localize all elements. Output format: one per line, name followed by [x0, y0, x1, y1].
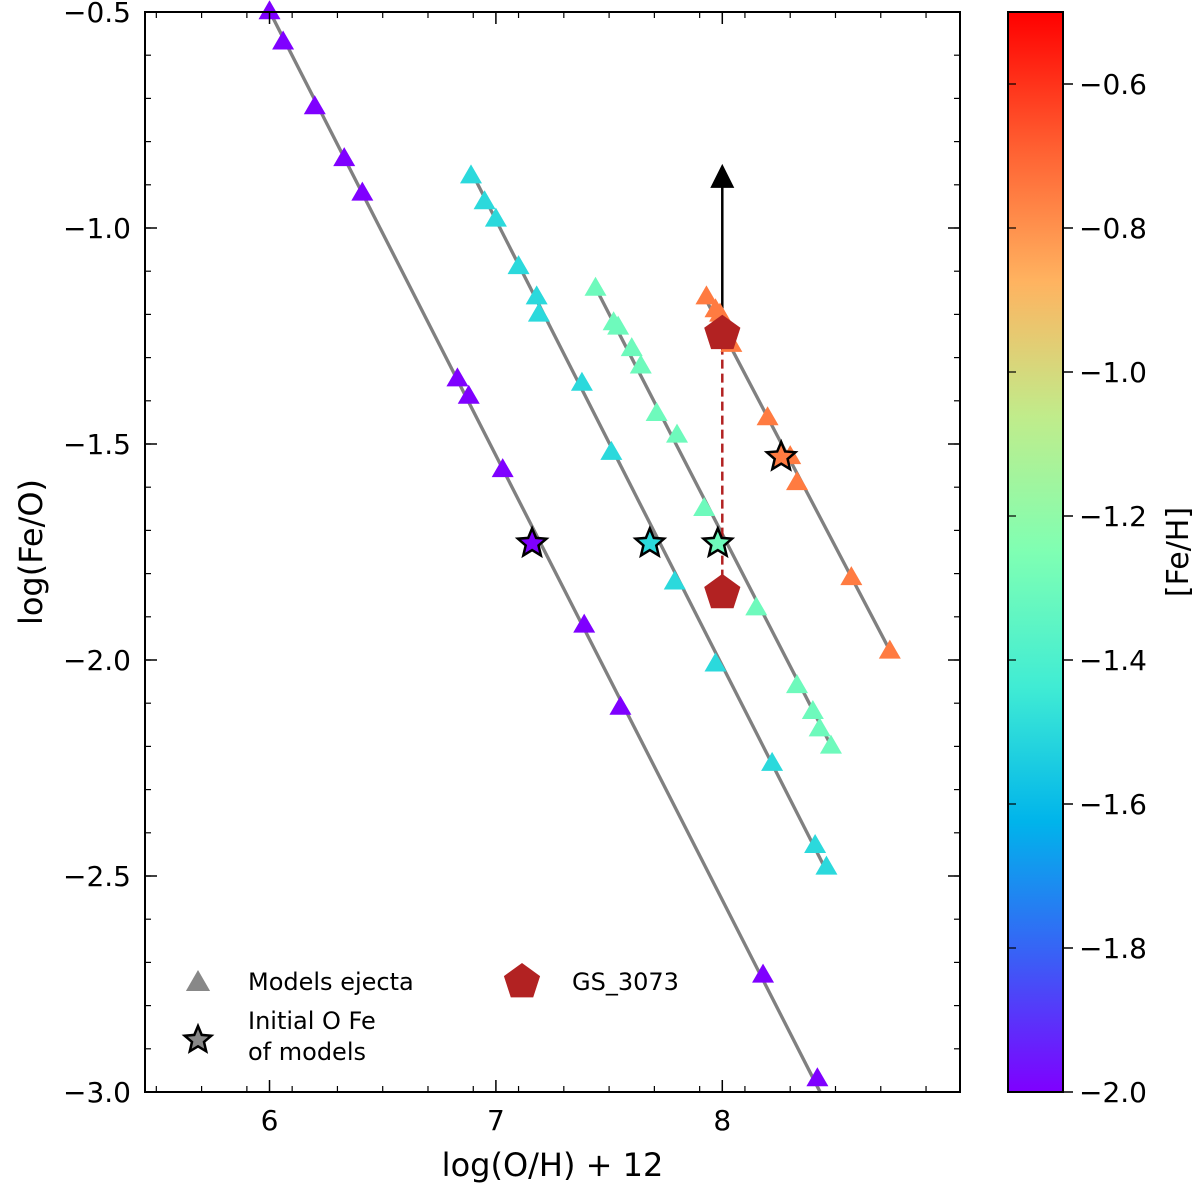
x-axis-label: log(O/H) + 12 — [442, 1146, 664, 1184]
colorbar-tick-label: −1.2 — [1079, 500, 1147, 533]
model-line-3 — [594, 287, 833, 747]
colorbar-tick-label: −1.4 — [1079, 644, 1147, 677]
plot-frame — [144, 11, 961, 1093]
ejecta-point — [527, 302, 550, 322]
ejecta-point — [878, 639, 901, 659]
colorbar-tick-label: −1.6 — [1079, 788, 1147, 821]
colorbar-tick-label: −2.0 — [1079, 1076, 1147, 1109]
ejecta-point — [584, 276, 607, 296]
y-tick-label: −1.0 — [63, 212, 131, 245]
legend-ejecta-marker — [185, 970, 211, 991]
x-tick-label: 8 — [713, 1104, 731, 1137]
ejecta-point — [815, 855, 838, 875]
ejecta-point — [806, 1067, 829, 1087]
ejecta-point — [573, 613, 596, 633]
model-line-2-b — [471, 171, 827, 868]
gs3073-lower — [704, 573, 741, 609]
initial-star-2 — [632, 525, 668, 559]
y-tick-label: −1.5 — [63, 428, 131, 461]
ejecta-point — [819, 734, 842, 754]
colorbar-tick-label: −0.6 — [1079, 68, 1147, 101]
colorbar-tick-label: −0.8 — [1079, 212, 1147, 245]
ejecta-point — [460, 164, 482, 184]
ejecta-point — [745, 596, 768, 616]
ejecta-point — [629, 354, 652, 374]
colorbar-label: [Fe/H] — [1161, 507, 1196, 597]
initial-star-4 — [763, 438, 799, 472]
legend-initial-label-2: of models — [248, 1038, 366, 1066]
legend-ejecta-label: Models ejecta — [248, 968, 414, 996]
y-tick-label: −2.5 — [63, 860, 131, 893]
ejecta-point — [272, 30, 295, 50]
model-line-1-b — [270, 11, 822, 1093]
legend-gs-marker — [503, 963, 541, 998]
ejecta-point — [752, 963, 775, 983]
ejecta-point — [507, 255, 530, 275]
ejecta-point — [457, 384, 480, 404]
ejecta-point — [607, 315, 630, 335]
ejecta-point — [600, 440, 623, 460]
ejecta-point — [473, 190, 496, 210]
ejecta-point — [786, 471, 808, 491]
ejecta-point — [303, 95, 326, 115]
ejecta-point — [491, 458, 514, 478]
ejecta-point — [808, 717, 831, 737]
ejecta-point — [840, 566, 863, 586]
ejecta-point — [666, 423, 689, 443]
model-line-1 — [268, 11, 821, 1093]
colorbar-tick-label: −1.8 — [1079, 932, 1147, 965]
ejecta-point — [801, 700, 824, 720]
x-tick-label: 7 — [487, 1104, 505, 1137]
ejecta-point — [663, 570, 686, 590]
ejecta-point — [704, 652, 727, 672]
ejecta-point — [709, 302, 732, 322]
ejecta-point — [645, 401, 668, 421]
x-tick-label: 6 — [261, 1104, 279, 1137]
ejecta-point — [525, 285, 548, 305]
ejecta-point — [786, 674, 808, 694]
ejecta-point — [620, 337, 643, 357]
colorbar — [1007, 11, 1064, 1093]
initial-star-1 — [514, 525, 550, 559]
ejecta-point — [258, 0, 281, 20]
ejecta-point — [351, 181, 374, 201]
initial-star-3 — [700, 525, 736, 559]
y-tick-label: −0.5 — [63, 0, 131, 29]
y-tick-label: −3.0 — [63, 1076, 131, 1109]
legend-initial-label-1: Initial O Fe — [248, 1007, 376, 1035]
ejecta-point — [333, 147, 356, 167]
ejecta-point — [695, 285, 718, 305]
y-axis-label: log(Fe/O) — [12, 479, 50, 625]
model-line-2 — [469, 171, 826, 868]
colorbar-tick-label: −1.0 — [1079, 356, 1147, 389]
gs3073-upper — [704, 314, 741, 350]
ejecta-point — [609, 695, 632, 715]
gs3073-limit-arrow-head — [710, 163, 735, 188]
ejecta-point — [804, 833, 827, 853]
legend-gs-label: GS_3073 — [572, 968, 679, 996]
ejecta-point — [761, 751, 784, 771]
ejecta-point — [484, 207, 507, 227]
ejecta-point — [446, 367, 469, 387]
ejecta-point — [693, 497, 716, 517]
legend-initial-marker — [181, 1022, 215, 1054]
ejecta-point — [570, 371, 593, 391]
ejecta-point — [756, 406, 779, 426]
y-tick-label: −2.0 — [63, 644, 131, 677]
